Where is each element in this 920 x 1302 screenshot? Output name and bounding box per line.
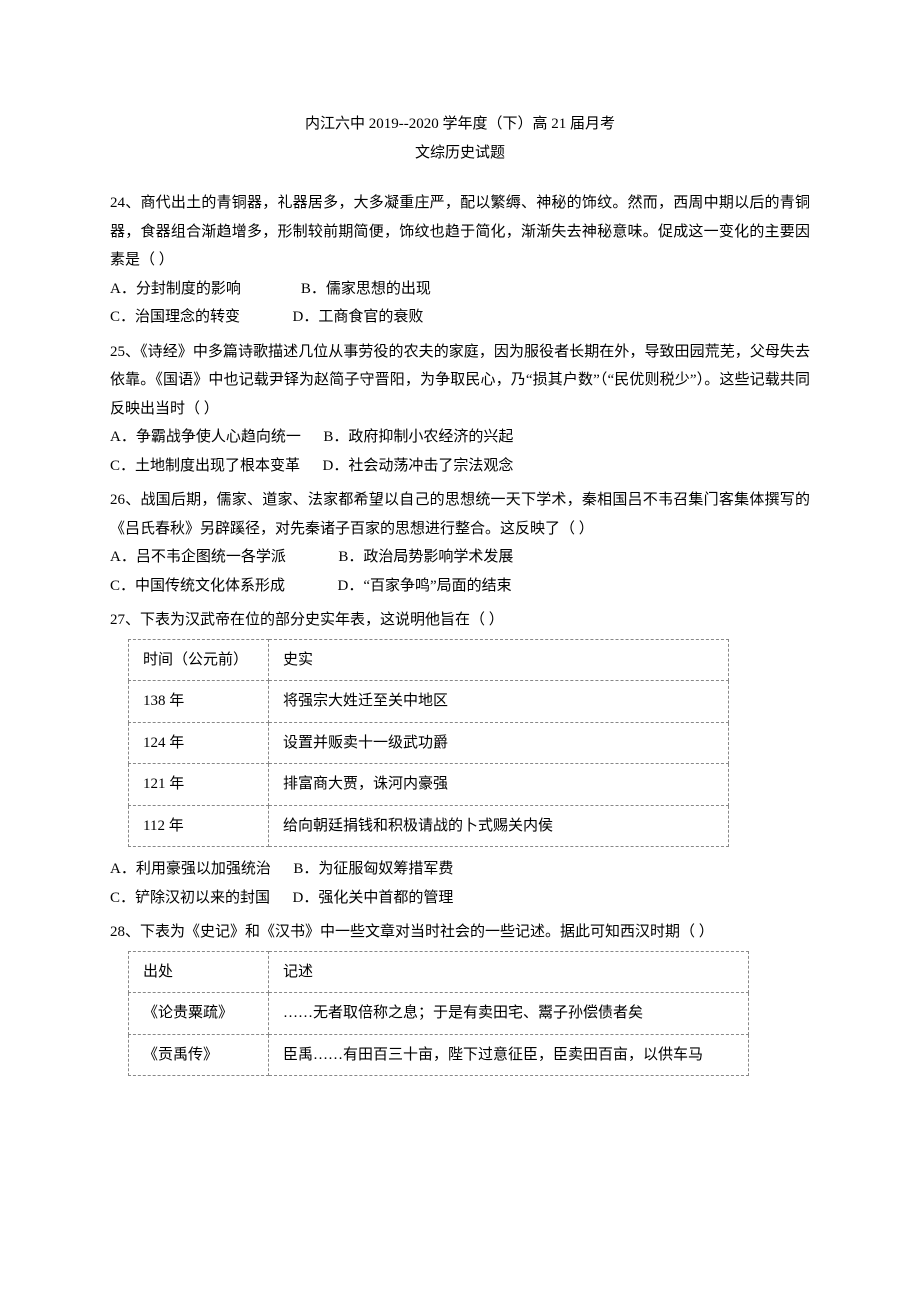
- option: C．铲除汉初以来的封国: [110, 884, 293, 913]
- table-cell: 138 年: [129, 681, 269, 723]
- table-cell: 时间（公元前）: [129, 639, 269, 681]
- question-28: 28、下表为《史记》和《汉书》中一些文章对当时社会的一些记述。据此可知西汉时期（…: [110, 918, 810, 1076]
- table-cell: 史实: [269, 639, 729, 681]
- table-cell: 排富商大贾，诛河内豪强: [269, 764, 729, 806]
- option: D．“百家争鸣”局面的结束: [338, 572, 512, 601]
- table-cell: 臣禹……有田百三十亩，陛下过意征臣，臣卖田百亩，以供车马: [269, 1034, 749, 1076]
- options: A．吕不韦企图统一各学派 B．政治局势影响学术发展C．中国传统文化体系形成 D．…: [110, 543, 810, 600]
- table-cell: 记述: [269, 951, 749, 993]
- option: C．中国传统文化体系形成: [110, 572, 338, 601]
- option: A．分封制度的影响: [110, 275, 301, 304]
- question-text: 26、战国后期，儒家、道家、法家都希望以自己的思想统一天下学术，秦相国吕不韦召集…: [110, 486, 810, 543]
- question-26: 26、战国后期，儒家、道家、法家都希望以自己的思想统一天下学术，秦相国吕不韦召集…: [110, 486, 810, 600]
- question-text: 24、商代出土的青铜器，礼器居多，大多凝重庄严，配以繁缛、神秘的饰纹。然而，西周…: [110, 189, 810, 275]
- option: C．土地制度出现了根本变革: [110, 452, 323, 481]
- table-cell: 出处: [129, 951, 269, 993]
- table-row: 时间（公元前）史实: [129, 639, 729, 681]
- option: D．强化关中首都的管理: [293, 884, 454, 913]
- option: A．利用豪强以加强统治: [110, 855, 293, 884]
- question-text: 27、下表为汉武帝在位的部分史实年表，这说明他旨在（ ）: [110, 606, 810, 635]
- table-cell: 《论贵粟疏》: [129, 993, 269, 1035]
- table-cell: 121 年: [129, 764, 269, 806]
- option: B．儒家思想的出现: [301, 275, 431, 304]
- options: A．分封制度的影响 B．儒家思想的出现 C．治国理念的转变 D．工商食官的衰败: [110, 275, 810, 332]
- option: B．政府抑制小农经济的兴起: [323, 423, 513, 452]
- question-text: 25、《诗经》中多篇诗歌描述几位从事劳役的农夫的家庭，因为服役者长期在外，导致田…: [110, 338, 810, 424]
- page-title-line1: 内江六中 2019--2020 学年度（下）高 21 届月考: [110, 110, 810, 139]
- page-title-line2: 文综历史试题: [110, 139, 810, 168]
- option: A．争霸战争使人心趋向统一: [110, 423, 323, 452]
- option: D．工商食官的衰败: [293, 303, 424, 332]
- table-cell: 《贡禹传》: [129, 1034, 269, 1076]
- question-table: 出处记述《论贵粟疏》……无者取倍称之息；于是有卖田宅、鬻子孙偿债者矣《贡禹传》臣…: [128, 951, 749, 1077]
- table-row: 出处记述: [129, 951, 749, 993]
- table-row: 124 年设置并贩卖十一级武功爵: [129, 722, 729, 764]
- table-cell: ……无者取倍称之息；于是有卖田宅、鬻子孙偿债者矣: [269, 993, 749, 1035]
- options: A．争霸战争使人心趋向统一 B．政府抑制小农经济的兴起C．土地制度出现了根本变革…: [110, 423, 810, 480]
- table-row: 121 年排富商大贾，诛河内豪强: [129, 764, 729, 806]
- question-text: 28、下表为《史记》和《汉书》中一些文章对当时社会的一些记述。据此可知西汉时期（…: [110, 918, 810, 947]
- table-row: 138 年将强宗大姓迁至关中地区: [129, 681, 729, 723]
- option: B．政治局势影响学术发展: [338, 543, 513, 572]
- option: C．治国理念的转变: [110, 303, 293, 332]
- question-27: 27、下表为汉武帝在位的部分史实年表，这说明他旨在（ ） 时间（公元前）史实138…: [110, 606, 810, 912]
- option: D．社会动荡冲击了宗法观念: [323, 452, 514, 481]
- option: A．吕不韦企图统一各学派: [110, 543, 338, 572]
- question-24: 24、商代出土的青铜器，礼器居多，大多凝重庄严，配以繁缛、神秘的饰纹。然而，西周…: [110, 189, 810, 332]
- option: B．为征服匈奴筹措军费: [293, 855, 453, 884]
- table-cell: 124 年: [129, 722, 269, 764]
- table-cell: 将强宗大姓迁至关中地区: [269, 681, 729, 723]
- table-cell: 给向朝廷捐钱和积极请战的卜式赐关内侯: [269, 805, 729, 847]
- table-cell: 设置并贩卖十一级武功爵: [269, 722, 729, 764]
- question-table: 时间（公元前）史实138 年将强宗大姓迁至关中地区124 年设置并贩卖十一级武功…: [128, 639, 729, 848]
- options: A．利用豪强以加强统治 B．为征服匈奴筹措军费C．铲除汉初以来的封国 D．强化关…: [110, 855, 810, 912]
- table-cell: 112 年: [129, 805, 269, 847]
- table-row: 112 年给向朝廷捐钱和积极请战的卜式赐关内侯: [129, 805, 729, 847]
- question-25: 25、《诗经》中多篇诗歌描述几位从事劳役的农夫的家庭，因为服役者长期在外，导致田…: [110, 338, 810, 481]
- table-row: 《贡禹传》臣禹……有田百三十亩，陛下过意征臣，臣卖田百亩，以供车马: [129, 1034, 749, 1076]
- table-row: 《论贵粟疏》……无者取倍称之息；于是有卖田宅、鬻子孙偿债者矣: [129, 993, 749, 1035]
